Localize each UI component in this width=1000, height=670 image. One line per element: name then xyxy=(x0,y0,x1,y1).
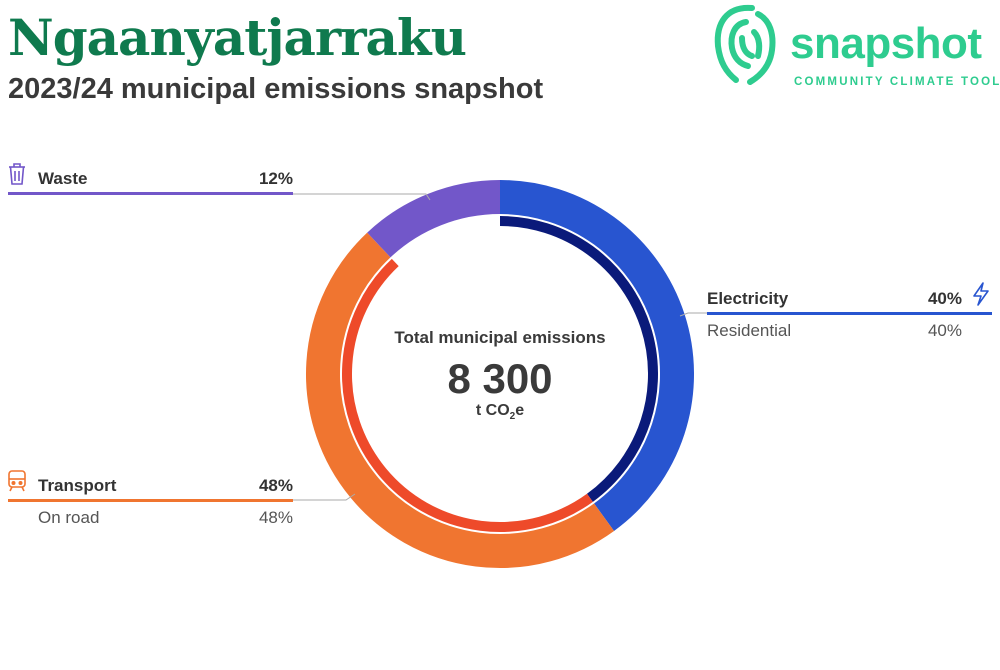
electricity-rule xyxy=(707,312,992,315)
electricity-label: Electricity xyxy=(707,289,789,308)
waste-category: Waste 12% xyxy=(38,168,293,190)
residential-percent: 40% xyxy=(927,321,962,340)
electricity-leader-line xyxy=(679,312,707,317)
trash-bin-icon xyxy=(9,163,25,185)
transport-rule xyxy=(8,499,293,502)
transport-label: Transport xyxy=(38,476,117,495)
waste-segment xyxy=(367,180,501,258)
page-subtitle: 2023/24 municipal emissions snapshot xyxy=(8,73,544,105)
waste-percent: 12% xyxy=(258,169,293,188)
transport-subcategory: On road 48% xyxy=(38,507,293,529)
lightning-bolt-icon xyxy=(973,282,989,306)
electricity-segment xyxy=(499,180,694,531)
snapshot-logo[interactable]: snapshot COMMUNITY CLIMATE TOOL xyxy=(712,2,1000,92)
transport-category: Transport 48% xyxy=(38,475,293,497)
residential-label: Residential xyxy=(707,321,792,340)
on-road-label: On road xyxy=(38,508,100,527)
fingerprint-icon xyxy=(714,4,776,85)
electricity-subcategory: Residential 40% xyxy=(707,320,962,342)
waste-rule xyxy=(8,192,293,195)
electricity-percent: 40% xyxy=(927,289,962,308)
waste-leader-line xyxy=(293,193,431,201)
logo-wordmark: snapshot xyxy=(790,19,982,68)
transport-percent: 48% xyxy=(258,476,293,495)
on-road-percent: 48% xyxy=(258,508,293,527)
total-title: Total municipal emissions xyxy=(394,328,606,347)
donut-center: Total municipal emissions 8 300 t CO2e xyxy=(370,325,630,427)
train-icon xyxy=(8,470,26,492)
on-road-subsegment xyxy=(342,258,593,532)
waste-label: Waste xyxy=(38,169,88,188)
electricity-category: Electricity 40% xyxy=(707,288,962,310)
transport-segment xyxy=(306,232,615,568)
residential-subsegment xyxy=(499,216,658,502)
transport-leader-line xyxy=(293,493,356,501)
total-unit: t CO2e xyxy=(475,402,525,423)
total-value: 8 300 xyxy=(447,355,553,402)
page-title: Ngaanyatjarraku xyxy=(8,8,467,67)
logo-tagline: COMMUNITY CLIMATE TOOL xyxy=(794,76,1000,88)
